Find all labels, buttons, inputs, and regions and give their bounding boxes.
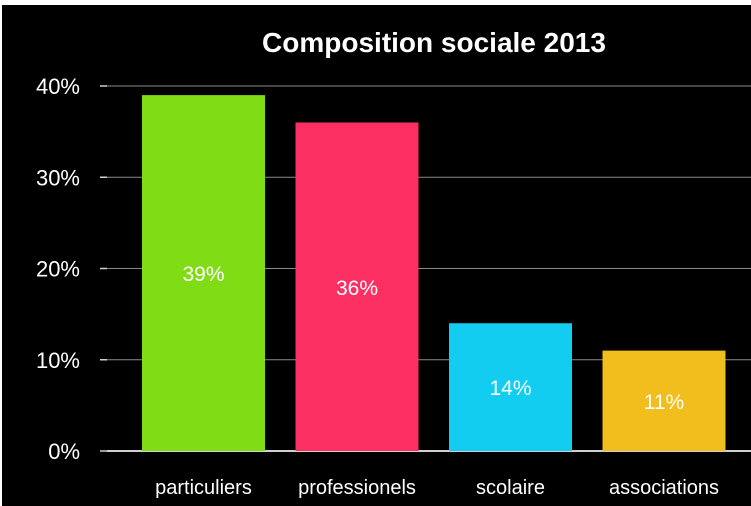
y-tick-label: 20% [36, 257, 80, 282]
chart-title: Composition sociale 2013 [262, 27, 606, 58]
bar-value-label: 11% [644, 391, 684, 414]
bar-value-label: 14% [489, 377, 531, 400]
bar-associations [602, 350, 726, 451]
y-tick-label: 0% [48, 439, 80, 464]
y-tick-label: 10% [36, 348, 80, 373]
category-label: scolaire [476, 477, 545, 499]
bar-particuliers [142, 95, 265, 451]
bar-professionels [295, 122, 419, 451]
bar-scolaire [449, 323, 572, 451]
x-axis-categories: particuliers professionels scolaire associa… [155, 477, 719, 499]
category-label: associations [609, 477, 719, 499]
bars: 39% 36% 14% 11% [142, 95, 726, 451]
y-tick-label: 30% [36, 165, 80, 190]
y-axis-ticks: 0% 10% 20% 30% 40% [36, 74, 80, 464]
category-label: professionels [298, 477, 416, 499]
bar-value-label: 36% [336, 277, 378, 300]
y-tick-label: 40% [36, 74, 80, 99]
chart-frame: Composition sociale 2013 0% 10% 20% 30% 40% … [2, 5, 751, 506]
bar-value-label: 39% [182, 263, 224, 286]
bar-chart: Composition sociale 2013 0%10%20%30%40% … [36, 27, 751, 499]
category-label: particuliers [155, 477, 252, 499]
